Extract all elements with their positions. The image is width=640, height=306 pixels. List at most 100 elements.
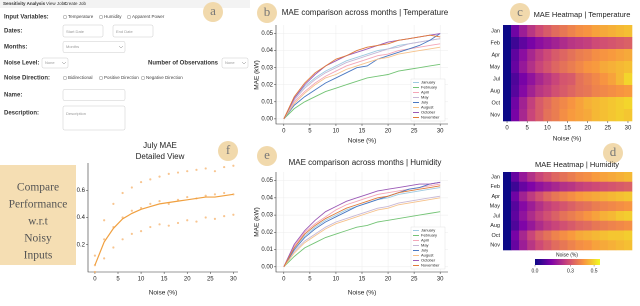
y-tick-label: 0.00 <box>261 264 273 270</box>
heat-cell <box>511 201 520 212</box>
radio[interactable] <box>62 14 68 20</box>
x-axis-label: Noise (%) <box>149 290 178 297</box>
heat-cell <box>583 220 592 231</box>
heat-cell <box>503 201 512 212</box>
line-series <box>283 181 441 268</box>
heat-cell <box>599 211 609 222</box>
y-tick-label: 0.04 <box>261 195 273 201</box>
radio-label[interactable]: Humidity <box>104 14 122 19</box>
legend-label: May <box>421 243 429 248</box>
heat-cell <box>543 25 552 38</box>
y-tick-label: 0.05 <box>261 178 273 184</box>
scatter-point <box>204 216 207 219</box>
row-label: Jan <box>491 28 500 34</box>
heat-cell <box>551 172 560 183</box>
radio[interactable] <box>62 75 68 81</box>
radio-label[interactable]: Temperature <box>68 14 94 19</box>
x-tick-label: 20 <box>385 277 392 283</box>
heat-cell <box>559 211 568 222</box>
text-input[interactable] <box>62 89 126 101</box>
line-series <box>283 33 441 120</box>
x-tick-label: 0 <box>282 277 286 283</box>
panel-letter: d <box>610 144 617 159</box>
heat-cell <box>607 172 617 183</box>
heat-cell <box>591 49 601 62</box>
heat-cell <box>567 172 576 183</box>
heat-cell <box>519 220 528 231</box>
heat-cell <box>535 230 544 241</box>
heat-cell <box>503 49 512 62</box>
heat-cell <box>535 220 544 231</box>
heat-cell <box>567 37 576 50</box>
select[interactable] <box>41 57 69 69</box>
legend-box <box>410 226 446 270</box>
heat-cell <box>607 109 617 122</box>
heat-cell <box>623 61 633 74</box>
heat-cell <box>511 181 520 192</box>
heat-cell <box>511 109 520 122</box>
tab[interactable]: View Jobs <box>46 1 67 6</box>
date-input[interactable] <box>62 24 104 38</box>
scatter-point <box>121 238 124 241</box>
radio[interactable] <box>126 14 132 20</box>
heat-cell <box>567 25 576 38</box>
heat-cell <box>559 191 568 202</box>
radio-label[interactable]: Positive Direction <box>104 75 139 80</box>
placeholder: Description <box>66 111 86 116</box>
heat-cell <box>599 49 609 62</box>
heat-cell <box>559 230 568 241</box>
axis-line <box>275 172 448 273</box>
heat-cell <box>535 85 544 98</box>
heat-cell <box>567 181 576 192</box>
heat-cell <box>607 85 617 98</box>
field-label: Name: <box>4 93 22 99</box>
field-label: Noise Direction: <box>4 76 50 82</box>
scatter-point <box>158 200 161 203</box>
heat-cell <box>575 172 584 183</box>
heat-cell <box>559 97 568 110</box>
heat-cell <box>535 240 544 251</box>
x-tick-label: 25 <box>207 277 214 283</box>
y-tick-label: 0.05 <box>261 31 273 37</box>
radio[interactable] <box>98 75 104 81</box>
heat-cell <box>591 191 601 202</box>
x-axis-label: Noise (%) <box>348 138 377 145</box>
panel-letter: c <box>517 4 523 19</box>
trend-line <box>94 193 234 266</box>
radio-label[interactable]: Bidirectional <box>68 75 93 80</box>
heat-cell <box>551 109 560 122</box>
radio[interactable] <box>140 75 146 81</box>
x-tick-label: 10 <box>333 129 340 135</box>
tab[interactable]: Create Job <box>64 1 87 6</box>
heat-cell <box>575 73 584 86</box>
heat-cell <box>583 230 592 241</box>
textarea[interactable] <box>62 105 126 131</box>
heat-cell <box>535 49 544 62</box>
heat-cell <box>615 240 625 251</box>
heat-cell <box>575 25 584 38</box>
tab[interactable]: Sensitivity Analysis <box>3 1 46 6</box>
select[interactable] <box>221 57 249 69</box>
heat-cell <box>527 37 536 50</box>
radio-label[interactable]: Apparent Power <box>132 14 165 19</box>
radio-label[interactable]: Negative Direction <box>146 75 183 80</box>
heat-cell <box>527 201 536 212</box>
heat-cell <box>559 201 568 212</box>
date-input[interactable] <box>112 24 154 38</box>
heat-cell <box>535 73 544 86</box>
heat-cell <box>599 240 609 251</box>
axis-line <box>275 25 448 125</box>
radio[interactable] <box>98 14 104 20</box>
heat-cell <box>527 85 536 98</box>
select[interactable] <box>62 41 126 53</box>
heat-cell <box>599 191 609 202</box>
heat-cell <box>519 37 528 50</box>
y-tick-label: 0.04 <box>261 48 273 54</box>
heat-cell <box>599 25 609 38</box>
row-label: Nov <box>490 112 500 118</box>
chevron <box>118 45 124 49</box>
scatter-point <box>176 198 180 201</box>
heat-cell <box>583 49 592 62</box>
heat-cell <box>591 97 601 110</box>
scatter-point <box>103 257 106 260</box>
